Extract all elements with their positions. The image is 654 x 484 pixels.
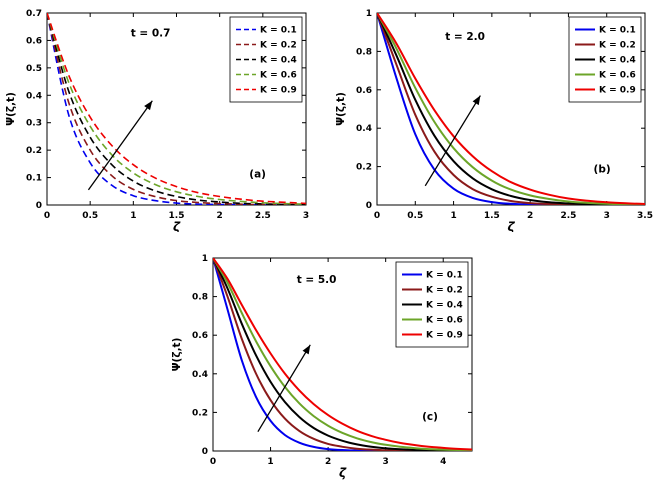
axis-labels: 0 0.5 1 1.5 2 2.5 3 0 0.1 0.2 0.3 0.4 0.5 0.6 0.7 ζ Ψ(ζ,…	[5, 9, 309, 234]
legend-label: K = 0.1	[426, 271, 463, 281]
legend-box	[229, 16, 303, 103]
y-axis-label: Ψ(ζ,t)	[335, 92, 347, 126]
y-tick-label: 0.6	[356, 86, 372, 96]
curve-K0.9	[377, 13, 645, 205]
curve-K0.9	[47, 13, 306, 205]
x-tick-label: 2	[527, 211, 533, 221]
y-tick-label: 0.1	[26, 174, 42, 184]
legend-label: K = 0.9	[599, 86, 636, 96]
curve-K0.1	[377, 13, 645, 205]
x-tick-label: 4	[440, 457, 446, 467]
y-tick-label: 0.6	[192, 331, 208, 341]
curves	[377, 13, 645, 205]
x-tick-label: 2.5	[560, 211, 576, 221]
curve-K0.6	[213, 258, 472, 451]
curve-K0.4	[47, 13, 306, 205]
chart-c: 0 1 2 3 4 0 0.2 0.4 0.6 0.8 1 ζ Ψ(ζ,t) t = 5.0 (c) K = …	[171, 254, 473, 480]
subplot-b: 0 0.5 1 1.5 2 2.5 3 3.5 0 0.2 0.4 0.6 0.8 1 ζ Ψ(ζ,t) t =…	[330, 0, 654, 236]
x-tick-label: 0	[210, 457, 216, 467]
legend-label: K = 0.4	[599, 56, 636, 66]
y-tick-label: 0.8	[356, 47, 372, 57]
legend-label: K = 0.2	[599, 41, 636, 51]
subplot-c: 0 1 2 3 4 0 0.2 0.4 0.6 0.8 1 ζ Ψ(ζ,t) t = 5.0 (c) K = …	[166, 245, 486, 484]
panel-label: (c)	[422, 411, 438, 423]
x-tick-label: 1	[130, 211, 136, 221]
legend-label: K = 0.9	[260, 86, 297, 96]
x-axis-label: ζ	[339, 466, 347, 480]
x-tick-label: 2	[217, 211, 223, 221]
subplot-a: 0 0.5 1 1.5 2 2.5 3 0 0.1 0.2 0.3 0.4 0.5 0.6 0.7 ζ Ψ(ζ,…	[0, 0, 320, 236]
x-axis-label: ζ	[173, 220, 181, 232]
y-tick-label: 1	[202, 254, 208, 264]
y-tick-label: 0.2	[26, 146, 42, 156]
increase-arrow	[424, 95, 481, 187]
panel-label: (b)	[594, 163, 611, 175]
y-tick-label: 0.2	[356, 163, 372, 173]
curve-K0.4	[213, 258, 472, 451]
legend-label: K = 0.9	[426, 331, 463, 341]
y-tick-label: 1	[366, 9, 372, 19]
y-tick-label: 0.4	[356, 124, 372, 134]
x-tick-label: 1.5	[169, 211, 185, 221]
y-tick-label: 0	[202, 447, 208, 457]
y-tick-label: 0.5	[26, 64, 42, 74]
curve-K0.2	[47, 13, 306, 205]
curves	[213, 258, 472, 451]
time-annotation: t = 0.7	[131, 27, 171, 39]
y-tick-label: 0.7	[26, 9, 42, 19]
time-annotation: t = 2.0	[445, 31, 485, 43]
x-tick-label: 0.5	[82, 211, 98, 221]
curve-K0.6	[377, 13, 645, 205]
panel-label: (a)	[249, 169, 266, 181]
axis-labels: 0 0.5 1 1.5 2 2.5 3 3.5 0 0.2 0.4 0.6 0.8 1 ζ Ψ(ζ,t) t =…	[335, 9, 653, 234]
x-tick-label: 0	[44, 211, 50, 221]
y-tick-label: 0	[36, 201, 42, 211]
y-tick-label: 0.8	[192, 293, 208, 303]
x-tick-label: 1	[450, 211, 456, 221]
x-tick-label: 1	[267, 457, 273, 467]
time-annotation: t = 5.0	[297, 274, 337, 286]
y-tick-label: 0	[366, 201, 372, 211]
x-tick-label: 3.5	[637, 211, 653, 221]
legend-label: K = 0.2	[426, 286, 463, 296]
y-axis-label: Ψ(ζ,t)	[171, 338, 183, 372]
x-tick-label: 1.5	[484, 211, 500, 221]
legend-label: K = 0.6	[260, 71, 297, 81]
chart-a: 0 0.5 1 1.5 2 2.5 3 0 0.1 0.2 0.3 0.4 0.5 0.6 0.7 ζ Ψ(ζ,…	[5, 9, 309, 234]
legend: K = 0.1 K = 0.2 K = 0.4 K = 0.6 K = 0.9	[229, 16, 303, 103]
x-tick-label: 0	[374, 211, 380, 221]
y-tick-label: 0.3	[26, 119, 42, 129]
y-tick-label: 0.4	[26, 91, 42, 101]
increase-arrow	[257, 344, 311, 433]
axes-box	[376, 12, 646, 206]
axis-labels: 0 1 2 3 4 0 0.2 0.4 0.6 0.8 1 ζ Ψ(ζ,t) t = 5.0 (c)	[171, 254, 446, 480]
curves	[47, 13, 306, 205]
legend-label: K = 0.1	[260, 26, 297, 36]
chart-b: 0 0.5 1 1.5 2 2.5 3 3.5 0 0.2 0.4 0.6 0.8 1 ζ Ψ(ζ,t) t =…	[335, 9, 653, 234]
curve-K0.9	[213, 258, 472, 451]
legend: K = 0.1 K = 0.2 K = 0.4 K = 0.6 K = 0.9	[568, 16, 642, 103]
x-tick-label: 0.5	[407, 211, 423, 221]
legend: K = 0.1 K = 0.2 K = 0.4 K = 0.6 K = 0.9	[395, 261, 469, 348]
curve-K0.6	[47, 13, 306, 205]
y-tick-label: 0.6	[26, 36, 42, 46]
x-tick-label: 2.5	[255, 211, 271, 221]
x-tick-label: 2	[325, 457, 331, 467]
y-tick-label: 0.4	[192, 370, 208, 380]
x-tick-label: 3	[604, 211, 610, 221]
y-tick-label: 0.2	[192, 408, 208, 418]
legend-label: K = 0.2	[260, 41, 297, 51]
x-tick-label: 3	[303, 211, 309, 221]
legend-label: K = 0.6	[599, 71, 636, 81]
curve-K0.1	[213, 258, 472, 451]
legend-label: K = 0.6	[426, 316, 463, 326]
y-axis-label: Ψ(ζ,t)	[5, 92, 17, 126]
legend-label: K = 0.1	[599, 26, 636, 36]
legend-label: K = 0.4	[426, 301, 463, 311]
x-axis-label: ζ	[507, 220, 515, 232]
x-tick-label: 3	[383, 457, 389, 467]
increase-arrow	[87, 100, 153, 191]
legend-label: K = 0.4	[260, 56, 297, 66]
